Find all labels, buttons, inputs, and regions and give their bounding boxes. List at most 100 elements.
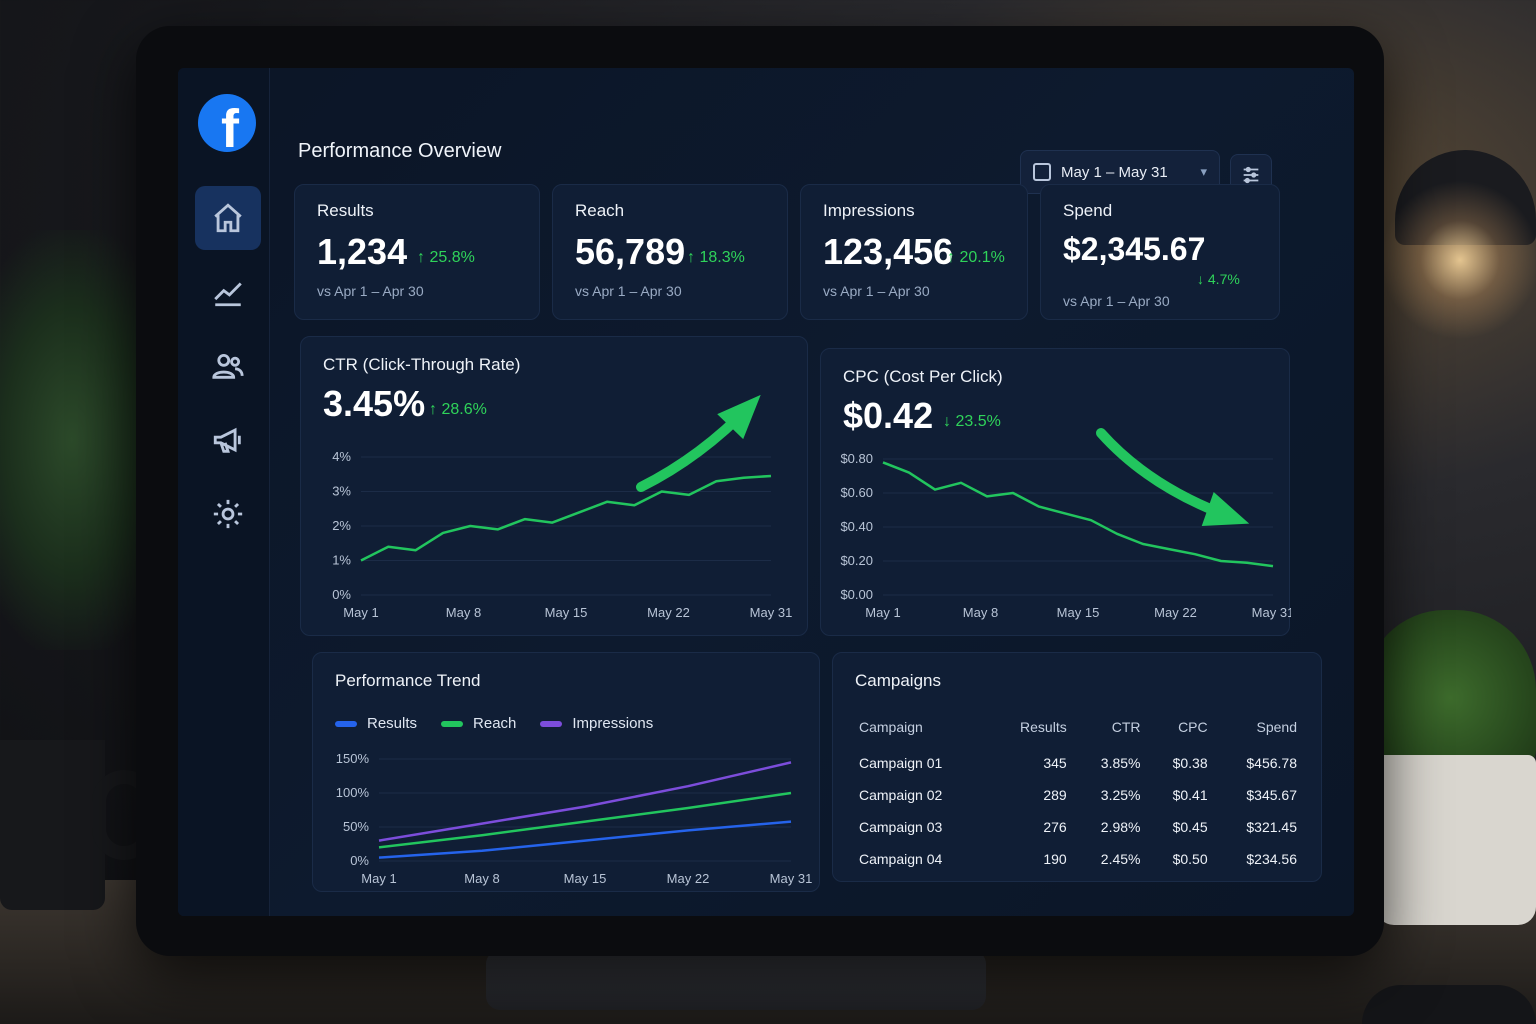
y-tick-label: 150% [336,751,370,766]
x-tick-label: May 31 [750,605,793,620]
cell-ctr: 3.85% [1100,755,1141,771]
y-tick-label: $0.40 [840,519,873,534]
y-tick-label: 50% [343,819,369,834]
cell-cpc: $0.50 [1172,851,1208,867]
facebook-logo[interactable]: f [198,94,256,152]
table-row[interactable]: Campaign 04 190 2.45% $0.50 $234.56 [853,843,1303,875]
monitor-base [486,950,986,1010]
megaphone-icon [213,427,241,453]
sidebar: f [178,68,270,916]
legend-swatch [441,720,464,727]
y-tick-label: $0.60 [840,485,873,500]
table-row[interactable]: Campaign 01 345 3.85% $0.38 $456.78 [853,747,1303,779]
kpi-label: Results [317,201,374,220]
campaigns-table: Campaign Results CTR CPC Spend Campaign … [853,711,1303,875]
lamp-glow [1380,180,1536,340]
trend-chart-icon [214,282,242,307]
kpi-card-spend[interactable]: Spend $2,345.67 ↓ 4.7% vs Apr 1 – Apr 30 [1040,184,1280,320]
gear-icon [213,499,243,529]
cell-campaign: Campaign 04 [859,851,943,867]
table-row[interactable]: Campaign 02 289 3.25% $0.41 $345.67 [853,779,1303,811]
y-tick-label: $0.20 [840,553,873,568]
column-header[interactable]: CTR [1111,719,1141,735]
cell-spend: $321.45 [1246,819,1297,835]
kpi-label: Reach [575,201,625,220]
legend-item-impressions: Impressions [540,715,653,732]
kpi-value: 1,234 [317,231,408,272]
calendar-icon [1033,163,1051,181]
kpi-delta: ↓ 4.7% [1197,271,1240,287]
cpc-value: $0.42 [843,395,934,436]
sidebar-item-campaigns[interactable] [195,408,261,472]
cell-results: 190 [1043,851,1067,867]
date-range-label: May 1 – May 31 [1061,163,1168,181]
table-row[interactable]: Campaign 03 276 2.98% $0.45 $321.45 [853,811,1303,843]
cell-cpc: $0.45 [1172,819,1208,835]
kpi-delta: ↑ 25.8% [417,249,475,266]
legend-item-results: Results [335,715,417,732]
cell-results: 289 [1043,787,1067,803]
legend-item-reach: Reach [441,715,516,732]
kpi-value: 123,456 [823,231,954,272]
kpi-value: $2,345.67 [1063,231,1206,267]
kpi-compare: vs Apr 1 – Apr 30 [1063,293,1170,309]
cell-spend: $345.67 [1246,787,1297,803]
kpi-compare: vs Apr 1 – Apr 30 [317,283,424,299]
ctr-value: 3.45% [323,383,426,424]
kpi-delta: ↑ 18.3% [687,249,745,266]
sidebar-item-audience[interactable] [195,334,261,398]
x-tick-label: May 8 [963,605,998,620]
x-tick-label: May 8 [464,871,499,886]
ctr-line-chart: 4% 3% 2% 1% 0% May 1 May 8 May 15 May 22 May 31 [332,394,793,620]
column-header[interactable]: Spend [1256,719,1297,735]
x-tick-label: May 31 [770,871,813,886]
cell-spend: $234.56 [1246,851,1297,867]
kpi-card-reach[interactable]: Reach 56,789 ↑ 18.3% vs Apr 1 – Apr 30 [552,184,788,320]
legend-swatch [540,720,563,727]
y-tick-label: 2% [332,518,351,533]
x-tick-label: May 1 [343,605,378,620]
kpi-card-results[interactable]: Results 1,234 ↑ 25.8% vs Apr 1 – Apr 30 [294,184,540,320]
x-tick-label: May 22 [1154,605,1197,620]
x-tick-label: May 15 [564,871,607,886]
kpi-compare: vs Apr 1 – Apr 30 [823,283,930,299]
y-tick-label: 1% [332,553,351,568]
y-tick-label: 100% [336,785,370,800]
x-tick-label: May 31 [1252,605,1291,620]
trend-series-line-reach [378,791,792,849]
column-header[interactable]: CPC [1178,719,1208,735]
column-header[interactable]: Results [1020,719,1067,735]
performance-trend-card: Performance Trend Results Reach Impressi… [312,652,820,892]
kpi-value: 56,789 [575,231,686,272]
dashboard-screen: f Performance Overview May 1 – May 31 ▾ … [178,68,1354,916]
cpc-delta: ↓ 23.5% [943,413,1001,430]
cpc-chart-card: CPC (Cost Per Click) $0.42 ↓ 23.5% $0.80… [820,348,1291,636]
kpi-card-impressions[interactable]: Impressions 123,456 ↑ 20.1% vs Apr 1 – A… [800,184,1028,320]
sidebar-item-home[interactable] [195,186,261,250]
y-tick-label: 0% [332,587,351,602]
cpc-chart-title: CPC (Cost Per Click) [843,367,1003,386]
campaigns-title: Campaigns [855,671,941,690]
x-tick-label: May 22 [667,871,710,886]
cell-cpc: $0.41 [1172,787,1208,803]
home-icon [214,203,242,233]
cell-ctr: 2.98% [1100,819,1141,835]
kpi-label: Spend [1063,201,1113,220]
table-header-row: Campaign Results CTR CPC Spend [853,711,1303,747]
cell-campaign: Campaign 02 [859,787,943,803]
legend-swatch [335,720,357,727]
cell-ctr: 3.25% [1100,787,1141,803]
x-tick-label: May 1 [361,871,396,886]
ctr-up-arrow-head [717,394,761,440]
x-tick-label: May 15 [1057,605,1100,620]
y-tick-label: 3% [332,484,351,499]
ctr-delta: ↑ 28.6% [429,401,487,418]
column-header[interactable]: Campaign [859,719,923,735]
sidebar-item-analytics[interactable] [195,260,261,324]
coffee-mug [0,740,105,910]
trend-line-chart: 150% 100% 50% 0% May 1 May 8 May 15 May 22 May 3… [336,751,813,886]
sidebar-item-settings[interactable] [195,482,261,546]
plant-pot [1376,755,1536,925]
y-tick-label: 4% [332,449,351,464]
computer-mouse [1362,985,1536,1024]
